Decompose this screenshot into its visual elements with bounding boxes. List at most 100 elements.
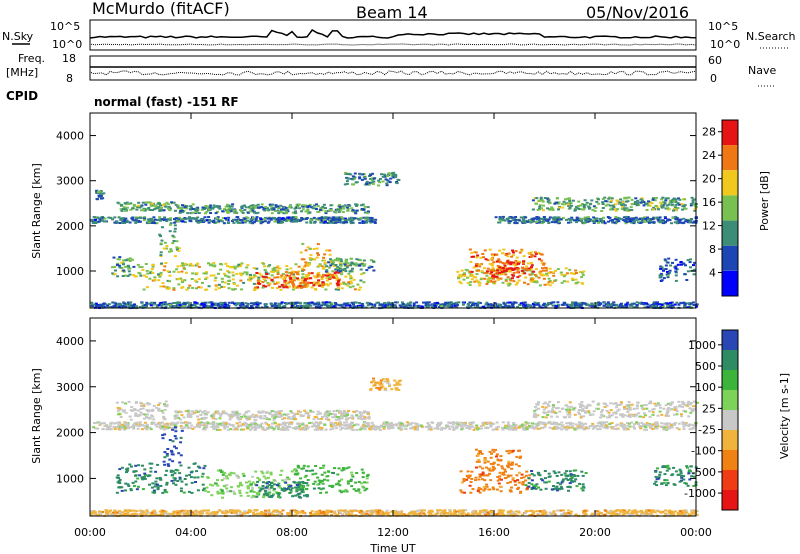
heatmap-cell bbox=[126, 422, 130, 425]
heatmap-cell bbox=[349, 219, 353, 222]
heatmap-cell bbox=[651, 198, 655, 201]
heatmap-cell bbox=[99, 197, 103, 200]
heatmap-cell bbox=[530, 261, 533, 264]
heatmap-cell bbox=[674, 274, 678, 277]
heatmap-cell bbox=[363, 216, 367, 219]
heatmap-cell bbox=[183, 217, 187, 219]
heatmap-cell bbox=[630, 203, 634, 206]
heatmap-cell bbox=[378, 181, 382, 184]
heatmap-cell bbox=[365, 182, 369, 185]
heatmap-cell bbox=[462, 278, 466, 281]
heatmap-cell bbox=[535, 403, 539, 406]
heatmap-cell bbox=[440, 428, 444, 431]
heatmap-cell bbox=[203, 426, 207, 429]
heatmap-cell bbox=[252, 221, 256, 224]
heatmap-cell bbox=[269, 218, 273, 221]
heatmap-cell bbox=[532, 270, 536, 273]
heatmap-cell bbox=[297, 203, 301, 206]
heatmap-cell bbox=[310, 421, 314, 424]
heatmap-cell bbox=[177, 220, 180, 223]
heatmap-cell bbox=[525, 426, 529, 429]
heatmap-cell bbox=[522, 269, 526, 271]
heatmap-cell bbox=[248, 206, 251, 208]
heatmap-cell bbox=[229, 428, 233, 431]
heatmap-cell bbox=[160, 239, 164, 242]
heatmap-cell bbox=[544, 218, 548, 220]
heatmap-cell bbox=[139, 274, 143, 277]
heatmap-cell bbox=[378, 428, 382, 431]
heatmap-cell bbox=[652, 423, 655, 426]
heatmap-cell bbox=[537, 303, 541, 306]
heatmap-cell bbox=[463, 272, 466, 275]
heatmap-cell bbox=[627, 220, 631, 223]
heatmap-cell bbox=[492, 269, 495, 272]
heatmap-cell bbox=[500, 426, 504, 429]
heatmap-cell bbox=[177, 216, 181, 219]
heatmap-cell bbox=[263, 428, 267, 431]
heatmap-cell bbox=[95, 220, 99, 223]
heatmap-cell bbox=[654, 205, 658, 207]
heatmap-cell bbox=[416, 426, 419, 429]
heatmap-cell bbox=[112, 256, 116, 259]
heatmap-cell bbox=[633, 203, 637, 205]
heatmap-cell bbox=[483, 249, 487, 252]
heatmap-cell bbox=[249, 273, 252, 276]
heatmap-cell bbox=[91, 222, 95, 224]
heatmap-cell bbox=[129, 301, 133, 304]
heatmap-cell bbox=[514, 301, 518, 304]
heatmap-cell bbox=[586, 220, 590, 223]
heatmap-cell bbox=[264, 279, 267, 282]
heatmap-cell bbox=[337, 280, 340, 283]
heatmap-cell bbox=[121, 410, 125, 413]
heatmap-cell bbox=[344, 304, 348, 307]
heatmap-cell bbox=[296, 277, 299, 280]
heatmap-cell bbox=[221, 210, 225, 213]
heatmap-cell bbox=[269, 204, 272, 207]
heatmap-cell bbox=[345, 421, 349, 424]
heatmap-cell bbox=[569, 405, 573, 408]
heatmap-cell bbox=[161, 204, 165, 207]
heatmap-cell bbox=[652, 302, 656, 305]
heatmap-cell bbox=[540, 207, 544, 210]
heatmap-cell bbox=[542, 269, 546, 272]
heatmap-cell bbox=[667, 208, 670, 211]
heatmap-cell bbox=[318, 305, 321, 308]
heatmap-cell bbox=[264, 303, 268, 306]
heatmap-cell bbox=[459, 421, 462, 424]
heatmap-cell bbox=[390, 302, 394, 305]
heatmap-cell bbox=[333, 258, 337, 261]
nsky-label: N.Sky bbox=[2, 30, 34, 43]
heatmap-cell bbox=[142, 306, 146, 309]
heatmap-cell bbox=[149, 428, 153, 431]
heatmap-cell bbox=[693, 424, 697, 427]
heatmap-cell bbox=[283, 305, 287, 307]
heatmap-cell bbox=[369, 259, 373, 262]
heatmap-cell bbox=[180, 279, 184, 282]
heatmap-cell bbox=[606, 301, 610, 304]
heatmap-cell bbox=[566, 405, 570, 408]
heatmap-cell bbox=[415, 423, 419, 426]
heatmap-cell bbox=[666, 197, 670, 200]
heatmap-cell bbox=[369, 428, 372, 431]
heatmap-cell bbox=[546, 283, 550, 286]
heatmap-cell bbox=[695, 305, 699, 308]
heatmap-cell bbox=[690, 196, 694, 199]
heatmap-cell bbox=[512, 422, 516, 425]
heatmap-cell bbox=[268, 425, 272, 428]
heatmap-cell bbox=[579, 217, 583, 220]
heatmap-cell bbox=[197, 421, 201, 424]
heatmap-cell bbox=[151, 408, 155, 411]
heatmap-cell bbox=[508, 216, 512, 219]
heatmap-cell bbox=[158, 202, 162, 205]
heatmap-cell bbox=[525, 428, 529, 431]
heatmap-cell bbox=[271, 280, 275, 283]
heatmap-cell bbox=[486, 280, 490, 283]
heatmap-cell bbox=[556, 218, 560, 221]
heatmap-cell bbox=[635, 301, 639, 304]
heatmap-cell bbox=[274, 210, 277, 212]
heatmap-cell bbox=[623, 220, 627, 223]
heatmap-cell bbox=[163, 265, 167, 268]
heatmap-cell bbox=[563, 302, 567, 304]
heatmap-cell bbox=[209, 212, 213, 214]
heatmap-cell bbox=[580, 281, 584, 284]
